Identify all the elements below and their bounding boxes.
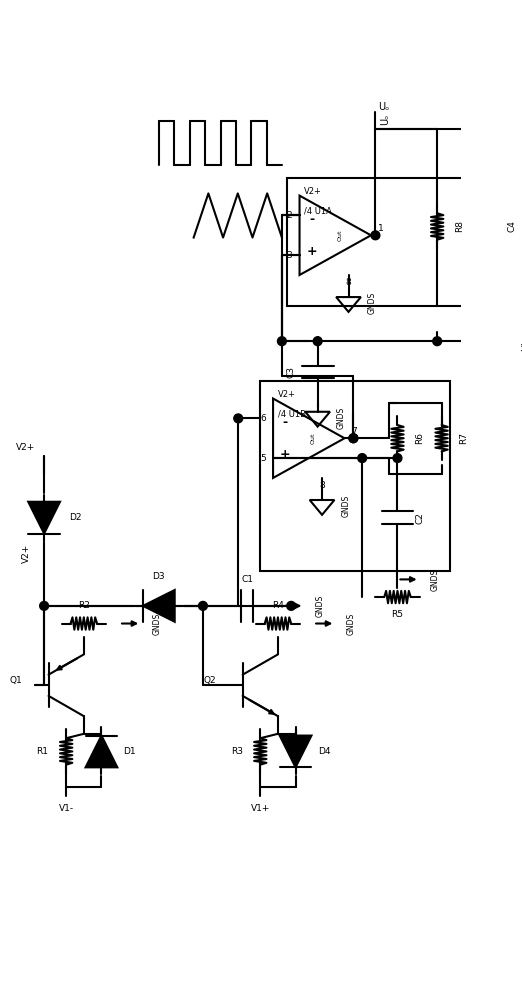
Text: V1-: V1- xyxy=(58,804,74,813)
Text: GNDS: GNDS xyxy=(431,568,440,591)
Text: V2+: V2+ xyxy=(16,443,35,452)
Circle shape xyxy=(349,434,358,443)
Text: 5: 5 xyxy=(260,454,266,463)
Circle shape xyxy=(349,434,358,443)
Text: GNDS: GNDS xyxy=(152,612,162,635)
Text: V2+: V2+ xyxy=(304,187,322,196)
Text: R8: R8 xyxy=(455,220,464,232)
Text: 8: 8 xyxy=(319,481,325,490)
Circle shape xyxy=(198,601,207,610)
Text: +: + xyxy=(280,448,290,461)
Text: C1: C1 xyxy=(241,575,253,584)
Circle shape xyxy=(371,231,380,240)
Circle shape xyxy=(393,454,402,463)
Text: Uₒ: Uₒ xyxy=(380,114,390,125)
Text: Q1: Q1 xyxy=(9,676,22,685)
Circle shape xyxy=(40,601,49,610)
Polygon shape xyxy=(143,590,175,622)
Text: Out: Out xyxy=(311,432,316,444)
Text: 7: 7 xyxy=(352,427,358,436)
Text: Out: Out xyxy=(337,230,342,241)
Text: 6: 6 xyxy=(260,414,266,423)
Text: 8: 8 xyxy=(346,278,351,287)
Text: C4: C4 xyxy=(508,221,517,232)
Text: R6: R6 xyxy=(415,432,424,444)
Text: /4 U1B: /4 U1B xyxy=(278,409,306,418)
Text: V2+: V2+ xyxy=(22,543,31,563)
Circle shape xyxy=(278,337,286,346)
Text: GNDS: GNDS xyxy=(316,595,325,617)
Text: R7: R7 xyxy=(459,432,468,444)
Text: -: - xyxy=(282,416,288,429)
Text: R5: R5 xyxy=(392,610,404,619)
Text: D4: D4 xyxy=(317,747,330,756)
Text: Uₒ: Uₒ xyxy=(378,102,389,112)
Text: R4: R4 xyxy=(272,601,284,610)
Text: 3: 3 xyxy=(287,251,292,260)
Text: D2: D2 xyxy=(69,513,81,522)
Polygon shape xyxy=(86,736,117,767)
Circle shape xyxy=(234,414,243,423)
Polygon shape xyxy=(280,736,312,767)
Text: R3: R3 xyxy=(231,747,243,756)
Text: D3: D3 xyxy=(152,572,165,581)
Text: D1: D1 xyxy=(124,747,136,756)
Text: +: + xyxy=(306,245,317,258)
Text: C3: C3 xyxy=(287,366,295,378)
Text: C2: C2 xyxy=(415,512,424,524)
Text: -: - xyxy=(309,213,314,226)
Text: GNDS: GNDS xyxy=(341,495,350,517)
Text: 1: 1 xyxy=(378,224,384,233)
Text: GNDS: GNDS xyxy=(347,612,356,635)
Text: GNDS: GNDS xyxy=(337,407,346,429)
Circle shape xyxy=(358,454,366,463)
Circle shape xyxy=(287,601,295,610)
Text: /4 U1A: /4 U1A xyxy=(304,206,333,215)
Text: 2: 2 xyxy=(287,211,292,220)
Circle shape xyxy=(313,337,322,346)
Text: Ui: Ui xyxy=(521,341,522,351)
Polygon shape xyxy=(28,502,60,534)
Text: R2: R2 xyxy=(78,601,90,610)
Circle shape xyxy=(433,337,442,346)
Circle shape xyxy=(485,337,494,346)
Text: Q2: Q2 xyxy=(204,676,216,685)
Text: GNDS: GNDS xyxy=(368,292,377,314)
Text: V2+: V2+ xyxy=(278,390,296,399)
Text: R1: R1 xyxy=(37,747,49,756)
Text: V1+: V1+ xyxy=(251,804,270,813)
